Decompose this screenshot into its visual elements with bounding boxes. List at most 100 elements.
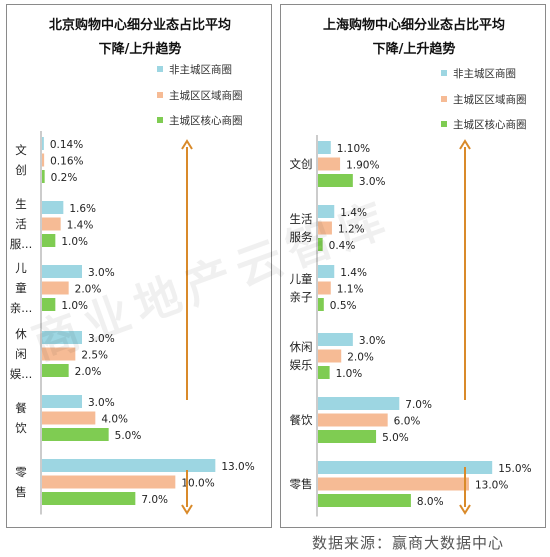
shanghai-data-label-生活服务-series-2: 1.2% — [338, 224, 365, 236]
shanghai-data-label-休闲娱乐-series-2: 2.0% — [347, 352, 374, 364]
shanghai-bar-零售-series-3 — [318, 494, 411, 507]
beijing-category-label-休闲娱乐-3: 娱... — [10, 367, 32, 381]
shanghai-bar-儿童亲子-series-3 — [318, 298, 324, 311]
shanghai-data-label-零售-series-3: 8.0% — [417, 496, 444, 508]
beijing-legend-swatch-1 — [157, 66, 163, 72]
shanghai-chart-title-line-2: 下降/上升趋势 — [373, 41, 456, 57]
beijing-data-label-餐饮-series-2: 4.0% — [101, 414, 128, 426]
shanghai-legend-swatch-3 — [441, 121, 447, 127]
beijing-bar-零售-series-1 — [42, 459, 216, 472]
beijing-data-label-儿童亲子-series-3: 1.0% — [61, 300, 88, 312]
shanghai-data-label-零售-series-1: 15.0% — [498, 463, 531, 475]
beijing-data-label-儿童亲子-series-1: 3.0% — [88, 267, 115, 279]
beijing-bar-休闲娱乐-series-3 — [42, 364, 69, 377]
shanghai-data-label-儿童亲子-series-1: 1.4% — [340, 267, 367, 279]
shanghai-data-label-儿童亲子-series-3: 0.5% — [330, 300, 357, 312]
shanghai-bar-文创-series-2 — [318, 157, 341, 171]
beijing-bar-生活服务-series-1 — [42, 201, 64, 214]
shanghai-bar-生活服务-series-2 — [318, 221, 332, 235]
beijing-category-label-餐饮-1: 餐 — [15, 401, 27, 415]
beijing-data-label-餐饮-series-3: 5.0% — [115, 430, 142, 442]
beijing-bar-生活服务-series-3 — [42, 234, 56, 247]
shanghai-bar-生活服务-series-1 — [318, 205, 335, 218]
shanghai-data-label-休闲娱乐-series-3: 1.0% — [336, 368, 363, 380]
shanghai-bar-儿童亲子-series-1 — [318, 265, 335, 278]
shanghai-trend-up-arrowhead — [459, 139, 471, 150]
beijing-data-label-零售-series-2: 10.0% — [181, 478, 214, 490]
shanghai-bar-儿童亲子-series-2 — [318, 281, 331, 295]
beijing-bar-餐饮-series-1 — [42, 395, 82, 408]
shanghai-legend-label-3: 主城区核心商圈 — [453, 118, 527, 131]
beijing-legend-label-2: 主城区区域商圈 — [169, 89, 243, 102]
beijing-bar-休闲娱乐-series-1 — [42, 331, 82, 344]
beijing-data-label-生活服务-series-2: 1.4% — [67, 220, 94, 232]
beijing-bar-文创-series-1 — [42, 137, 44, 150]
beijing-data-label-零售-series-1: 13.0% — [221, 461, 254, 473]
beijing-category-label-生活服务-3: 服... — [10, 237, 32, 251]
beijing-category-label-儿童亲子-2: 童 — [15, 281, 27, 295]
beijing-category-label-生活服务-1: 生 — [15, 197, 27, 211]
beijing-bar-儿童亲子-series-2 — [42, 281, 69, 295]
data-source: 数据来源：赢商大数据中心 — [312, 534, 505, 552]
beijing-data-label-生活服务-series-3: 1.0% — [61, 236, 88, 248]
shanghai-bar-文创-series-3 — [318, 174, 353, 187]
beijing-category-label-零售-1: 零 — [15, 465, 27, 479]
shanghai-data-label-餐饮-series-3: 5.0% — [382, 432, 409, 444]
beijing-bar-休闲娱乐-series-2 — [42, 347, 76, 361]
beijing-trend-down-arrowhead — [181, 504, 193, 515]
beijing-legend-swatch-3 — [157, 117, 163, 123]
shanghai-bar-餐饮-series-3 — [318, 430, 377, 443]
shanghai-data-label-文创-series-3: 3.0% — [359, 176, 386, 188]
shanghai-bar-生活服务-series-3 — [318, 238, 323, 251]
shanghai-legend-swatch-1 — [441, 70, 447, 76]
beijing-category-label-餐饮-2: 饮 — [15, 421, 27, 435]
beijing-bar-生活服务-series-2 — [42, 217, 61, 231]
shanghai-data-label-餐饮-series-2: 6.0% — [394, 416, 421, 428]
shanghai-bar-零售-series-1 — [318, 461, 493, 474]
beijing-category-label-儿童亲子-1: 儿 — [15, 261, 27, 275]
beijing-bar-零售-series-3 — [42, 492, 136, 505]
beijing-data-label-文创-series-3: 0.2% — [51, 172, 78, 184]
shanghai-legend-label-1: 非主城区商圈 — [453, 67, 516, 80]
beijing-data-label-生活服务-series-1: 1.6% — [69, 203, 96, 215]
beijing-category-label-生活服务-2: 活 — [15, 217, 27, 231]
shanghai-bar-休闲娱乐-series-3 — [318, 366, 330, 379]
beijing-data-label-休闲娱乐-series-3: 2.0% — [75, 366, 102, 378]
beijing-category-label-儿童亲子-3: 亲... — [10, 301, 32, 315]
shanghai-data-label-生活服务-series-1: 1.4% — [340, 207, 367, 219]
shanghai-chart-panel: 上海购物中心细分业态占比平均 下降/上升趋势 非主城区商圈 主城区区域商圈 主城区核心商… — [280, 4, 546, 528]
beijing-bar-文创-series-3 — [42, 170, 45, 183]
shanghai-bar-零售-series-2 — [318, 477, 469, 491]
beijing-chart-title-line-2: 下降/上升趋势 — [99, 41, 182, 57]
shanghai-category-label-儿童亲子-1: 儿童 — [290, 272, 313, 286]
shanghai-data-label-儿童亲子-series-2: 1.1% — [337, 284, 364, 296]
beijing-bar-儿童亲子-series-3 — [42, 298, 56, 311]
shanghai-bar-休闲娱乐-series-1 — [318, 333, 353, 346]
beijing-category-label-休闲娱乐-2: 闲 — [15, 347, 27, 361]
shanghai-bar-餐饮-series-1 — [318, 397, 400, 410]
beijing-chart-panel: 北京购物中心细分业态占比平均 下降/上升趋势非主城区商圈 主城区区域商圈 主城区核心商… — [6, 4, 272, 528]
shanghai-legend-label-2: 主城区区域商圈 — [453, 93, 527, 106]
beijing-bar-儿童亲子-series-1 — [42, 265, 82, 278]
beijing-bar-餐饮-series-3 — [42, 428, 109, 441]
beijing-category-label-文创-1: 文 — [15, 143, 27, 157]
beijing-bar-零售-series-2 — [42, 475, 176, 489]
beijing-legend-label-1: 非主城区商圈 — [169, 63, 232, 76]
beijing-data-label-文创-series-1: 0.14% — [50, 139, 83, 151]
beijing-chart-svg: 北京购物中心细分业态占比平均下降/上升趋势非主城区商圈主城区区域商圈主城区核心商… — [10, 17, 255, 515]
shanghai-chart-svg: 上海购物中心细分业态占比平均下降/上升趋势非主城区商圈主城区区域商圈主城区核心商… — [290, 17, 532, 517]
beijing-category-label-文创-2: 创 — [15, 163, 27, 177]
beijing-chart-title-line-1: 北京购物中心细分业态占比平均 — [49, 17, 231, 33]
shanghai-category-label-休闲娱乐-1: 休闲 — [290, 340, 313, 354]
beijing-data-label-文创-series-2: 0.16% — [50, 156, 83, 168]
beijing-trend-up-arrowhead — [181, 139, 193, 150]
shanghai-data-label-休闲娱乐-series-1: 3.0% — [359, 335, 386, 347]
beijing-legend-label-3: 主城区核心商圈 — [169, 114, 243, 127]
beijing-legend-swatch-2 — [157, 92, 163, 98]
shanghai-category-label-餐饮-1: 餐饮 — [290, 413, 313, 427]
shanghai-data-label-餐饮-series-1: 7.0% — [405, 399, 432, 411]
shanghai-bar-休闲娱乐-series-2 — [318, 349, 342, 363]
beijing-bar-文创-series-2 — [42, 153, 45, 167]
shanghai-bar-文创-series-1 — [318, 141, 331, 154]
shanghai-category-label-休闲娱乐-2: 娱乐 — [290, 358, 313, 372]
